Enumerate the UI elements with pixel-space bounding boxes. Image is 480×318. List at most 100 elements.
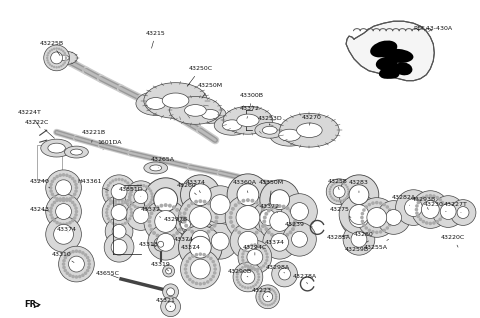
Circle shape	[114, 223, 118, 226]
Circle shape	[164, 236, 168, 240]
Text: FR.: FR.	[24, 300, 39, 309]
Circle shape	[46, 59, 49, 62]
Circle shape	[360, 212, 364, 215]
Circle shape	[59, 197, 62, 201]
Circle shape	[62, 266, 66, 269]
Circle shape	[179, 196, 222, 239]
Circle shape	[336, 181, 338, 184]
Text: 43298A: 43298A	[265, 265, 290, 273]
Circle shape	[362, 208, 366, 212]
Circle shape	[396, 190, 432, 225]
Circle shape	[145, 205, 148, 208]
Ellipse shape	[162, 93, 189, 108]
Circle shape	[288, 230, 292, 234]
Circle shape	[244, 265, 247, 268]
Text: 43230: 43230	[423, 202, 446, 211]
Circle shape	[331, 197, 334, 200]
Ellipse shape	[270, 124, 310, 146]
Circle shape	[282, 234, 286, 238]
Circle shape	[130, 187, 132, 190]
Circle shape	[112, 225, 126, 238]
Circle shape	[68, 199, 72, 202]
Circle shape	[111, 201, 114, 204]
Circle shape	[375, 231, 379, 234]
Circle shape	[73, 192, 76, 196]
Text: 43285A: 43285A	[327, 235, 351, 240]
Circle shape	[126, 202, 130, 205]
Circle shape	[242, 262, 246, 265]
Text: 43372: 43372	[141, 207, 161, 218]
Circle shape	[147, 187, 151, 190]
Circle shape	[206, 280, 210, 284]
Circle shape	[405, 199, 422, 217]
Circle shape	[55, 66, 58, 69]
Circle shape	[107, 184, 110, 187]
Circle shape	[257, 278, 260, 281]
Circle shape	[148, 215, 152, 219]
Text: 43250M: 43250M	[198, 83, 223, 98]
Ellipse shape	[144, 83, 207, 118]
Circle shape	[282, 205, 286, 209]
Circle shape	[182, 211, 187, 215]
Circle shape	[47, 52, 50, 54]
Circle shape	[87, 262, 91, 266]
Circle shape	[114, 178, 118, 181]
Circle shape	[187, 227, 191, 231]
Circle shape	[379, 201, 383, 205]
Circle shape	[130, 211, 133, 214]
Circle shape	[291, 212, 295, 216]
Circle shape	[450, 200, 476, 225]
Circle shape	[440, 204, 456, 219]
Circle shape	[415, 204, 419, 208]
Circle shape	[351, 232, 367, 247]
Circle shape	[333, 182, 336, 185]
Circle shape	[46, 54, 49, 57]
Circle shape	[71, 219, 74, 222]
Circle shape	[362, 223, 366, 227]
Circle shape	[275, 294, 277, 296]
Circle shape	[291, 232, 307, 247]
Ellipse shape	[395, 62, 412, 75]
Circle shape	[111, 222, 114, 225]
Circle shape	[56, 180, 72, 196]
Circle shape	[264, 287, 267, 290]
Circle shape	[203, 253, 206, 256]
Circle shape	[364, 205, 368, 209]
Circle shape	[419, 218, 422, 221]
Circle shape	[72, 250, 75, 253]
Circle shape	[246, 198, 250, 202]
Circle shape	[130, 208, 132, 211]
Circle shape	[260, 180, 300, 219]
Text: 43360A: 43360A	[233, 180, 257, 193]
Circle shape	[338, 181, 340, 183]
Circle shape	[368, 229, 371, 232]
Circle shape	[264, 249, 267, 252]
Circle shape	[136, 184, 140, 187]
Circle shape	[106, 214, 108, 217]
Text: 43225B: 43225B	[39, 40, 64, 56]
Circle shape	[254, 283, 257, 286]
Circle shape	[111, 200, 114, 204]
Circle shape	[65, 57, 67, 59]
Circle shape	[236, 206, 260, 229]
Circle shape	[261, 290, 263, 292]
Circle shape	[63, 61, 66, 64]
Circle shape	[74, 213, 78, 217]
Text: 43280: 43280	[354, 227, 374, 237]
Circle shape	[255, 200, 259, 204]
Circle shape	[263, 292, 273, 302]
Text: 43250C: 43250C	[187, 66, 213, 86]
Circle shape	[442, 211, 445, 215]
Circle shape	[139, 206, 143, 210]
Circle shape	[186, 275, 189, 278]
Circle shape	[252, 266, 255, 269]
Circle shape	[234, 203, 238, 207]
Circle shape	[349, 185, 369, 204]
Circle shape	[147, 203, 151, 206]
Circle shape	[270, 206, 274, 210]
Circle shape	[438, 218, 442, 221]
Circle shape	[48, 63, 51, 66]
Circle shape	[272, 261, 298, 287]
Circle shape	[256, 285, 280, 309]
Circle shape	[128, 205, 132, 208]
